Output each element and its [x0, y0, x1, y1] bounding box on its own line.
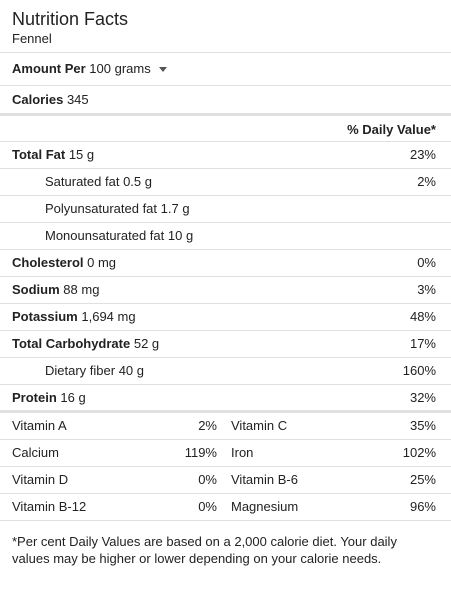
nutrient-amount: 16 g [60, 390, 86, 405]
nutrient-label: Total Carbohydrate [12, 336, 131, 351]
vitamin-right-value: 35% [409, 418, 436, 433]
nutrient-amount: 1,694 mg [81, 309, 136, 324]
vitamin-row: Vitamin A 2% Vitamin C 35% [0, 410, 451, 437]
nutrient-daily-value: 3% [417, 282, 436, 297]
nutrient-row: Protein 16 g 32% [0, 384, 451, 411]
vitamin-right-value: 102% [402, 445, 436, 460]
vitamin-left-label: Vitamin B-12 [12, 499, 87, 514]
nutrient-row: Dietary fiber 40 g 160% [0, 357, 451, 384]
nutrient-daily-value: 32% [409, 390, 436, 405]
vitamin-left-label: Calcium [12, 445, 59, 460]
nutrient-row: Saturated fat 0.5 g 2% [0, 168, 451, 195]
nutrient-row: Monounsaturated fat 10 g [0, 222, 451, 249]
nutrient-daily-value: 48% [409, 309, 436, 324]
calories-text: Calories 345 [12, 92, 89, 107]
nutrient-amount: 15 g [68, 147, 95, 162]
nutrient-label: Polyunsaturated fat [45, 201, 158, 216]
nutrient-label: Sodium [12, 282, 60, 297]
vitamin-row: Vitamin B-12 0% Magnesium 96% [0, 493, 451, 520]
amount-per-label: Amount Per [12, 61, 86, 76]
vitamin-left-value: 119% [184, 445, 217, 460]
nutrient-label: Protein [12, 390, 57, 405]
nutrient-row: Total Carbohydrate 52 g 17% [0, 330, 451, 357]
table-bottom-divider [0, 520, 451, 521]
vitamin-right-value: 25% [409, 472, 436, 487]
vitamin-right-label: Vitamin C [231, 418, 288, 433]
nutrient-text: Protein 16 g [12, 390, 86, 405]
nutrient-row: Sodium 88 mg 3% [0, 276, 451, 303]
calories-row: Calories 345 [0, 85, 451, 113]
nutrient-text: Polyunsaturated fat 1.7 g [45, 201, 190, 216]
calories-label: Calories [12, 92, 64, 107]
nutrient-text: Total Fat 15 g [12, 147, 94, 162]
vitamin-row: Calcium 119% Iron 102% [0, 439, 451, 466]
nutrient-row: Potassium 1,694 mg 48% [0, 303, 451, 330]
nutrient-label: Total Fat [12, 147, 66, 162]
vitamin-right-label: Vitamin B-6 [231, 472, 298, 487]
nutrient-label: Monounsaturated fat [45, 228, 165, 243]
nutrient-row: Cholesterol 0 mg 0% [0, 249, 451, 276]
nutrient-text: Saturated fat 0.5 g [45, 174, 152, 189]
vitamin-right-value: 96% [409, 499, 436, 514]
vitamin-right-label: Magnesium [231, 499, 299, 514]
nutrient-text: Potassium 1,694 mg [12, 309, 136, 324]
vitamin-row: Vitamin D 0% Vitamin B-6 25% [0, 466, 451, 493]
nutrient-text: Cholesterol 0 mg [12, 255, 116, 270]
vitamin-left-label: Vitamin D [12, 472, 69, 487]
nutrient-label: Saturated fat [45, 174, 120, 189]
footnote: *Per cent Daily Values are based on a 2,… [12, 534, 397, 566]
chevron-down-icon[interactable] [158, 67, 167, 73]
vitamin-right-label: Iron [231, 445, 254, 460]
nutrient-amount: 88 mg [63, 282, 100, 297]
vitamin-left-value: 0% [198, 499, 217, 514]
vitamin-left-label: Vitamin A [12, 418, 67, 433]
nutrient-amount: 0.5 g [123, 174, 152, 189]
nutrient-daily-value: 17% [409, 336, 436, 351]
nutrient-amount: 10 g [167, 228, 194, 243]
nutrient-daily-value: 2% [417, 174, 436, 189]
vitamin-left-value: 0% [198, 472, 217, 487]
nutrient-text: Monounsaturated fat 10 g [45, 228, 193, 243]
nutrient-text: Sodium 88 mg [12, 282, 99, 297]
nutrient-amount: 1.7 g [160, 201, 190, 216]
serving-size-selector[interactable]: 100 grams [89, 61, 167, 76]
vitamin-left-value: 2% [198, 418, 217, 433]
amount-per-text: Amount Per 100 grams [12, 61, 167, 76]
calories-value: 345 [66, 92, 89, 107]
nutrient-row: Total Fat 15 g 23% [0, 141, 451, 168]
nutrient-text: Dietary fiber 40 g [45, 363, 144, 378]
panel-title: Nutrition Facts [12, 9, 129, 29]
food-name: Fennel [12, 31, 52, 46]
nutrient-daily-value: 160% [402, 363, 436, 378]
nutrient-text: Total Carbohydrate 52 g [12, 336, 159, 351]
serving-size-value: 100 grams [89, 61, 151, 76]
daily-value-header-row: % Daily Value* [0, 113, 451, 141]
nutrient-label: Cholesterol [12, 255, 84, 270]
daily-value-header: % Daily Value* [347, 122, 436, 137]
amount-per-row: Amount Per 100 grams [0, 52, 451, 85]
nutrient-amount: 52 g [133, 336, 160, 351]
nutrient-label: Dietary fiber [45, 363, 116, 378]
nutrient-amount: 0 mg [87, 255, 117, 270]
nutrient-daily-value: 0% [417, 255, 436, 270]
nutrient-amount: 40 g [118, 363, 145, 378]
nutrient-row: Polyunsaturated fat 1.7 g [0, 195, 451, 222]
nutrient-label: Potassium [12, 309, 78, 324]
nutrient-daily-value: 23% [409, 147, 436, 162]
